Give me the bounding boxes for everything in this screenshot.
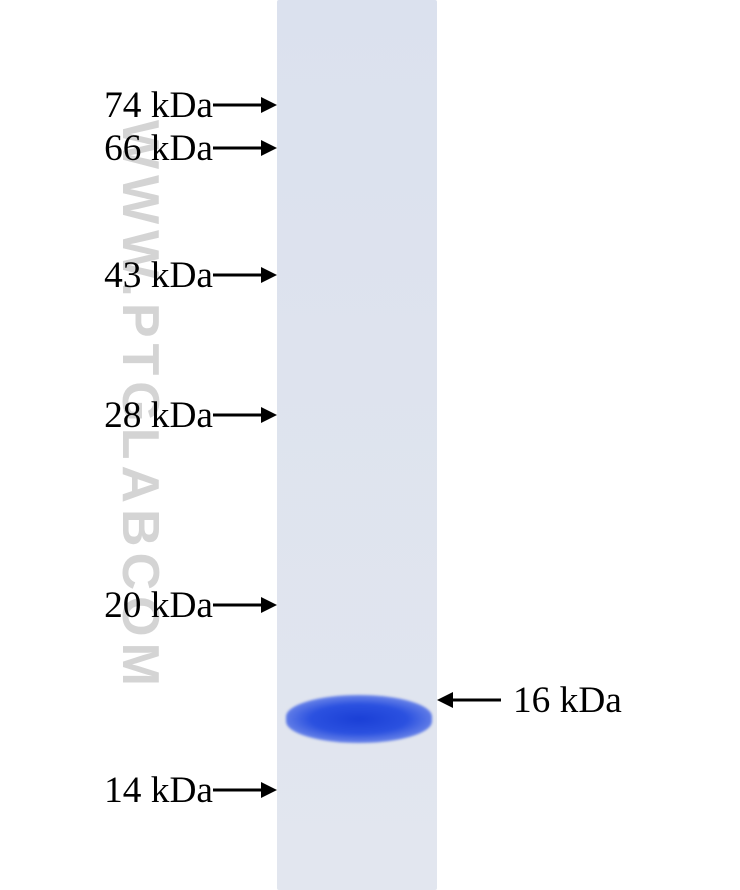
marker-right: 16 kDa <box>437 678 643 722</box>
arrow-right-icon <box>213 407 277 423</box>
marker-label-text: 74 kDa <box>83 84 213 127</box>
arrow-left-icon <box>437 692 501 708</box>
arrow-right-icon <box>213 140 277 156</box>
arrow-right-icon <box>213 97 277 113</box>
marker-label-text: 20 kDa <box>83 584 213 627</box>
marker-left: 28 kDa <box>83 393 277 437</box>
marker-left: 66 kDa <box>83 126 277 170</box>
gel-figure: WWW.PTGLABCOM 74 kDa66 kDa43 kDa28 kDa20… <box>0 0 740 890</box>
marker-label-text: 14 kDa <box>83 769 213 812</box>
marker-left: 20 kDa <box>83 583 277 627</box>
arrow-right-icon <box>213 782 277 798</box>
marker-label-text: 66 kDa <box>83 127 213 170</box>
protein-band <box>286 695 432 743</box>
gel-lane <box>277 0 437 890</box>
marker-left: 74 kDa <box>83 83 277 127</box>
marker-label-text: 16 kDa <box>513 679 643 722</box>
marker-left: 14 kDa <box>83 768 277 812</box>
marker-label-text: 28 kDa <box>83 394 213 437</box>
marker-label-text: 43 kDa <box>83 254 213 297</box>
arrow-right-icon <box>213 267 277 283</box>
marker-left: 43 kDa <box>83 253 277 297</box>
arrow-right-icon <box>213 597 277 613</box>
